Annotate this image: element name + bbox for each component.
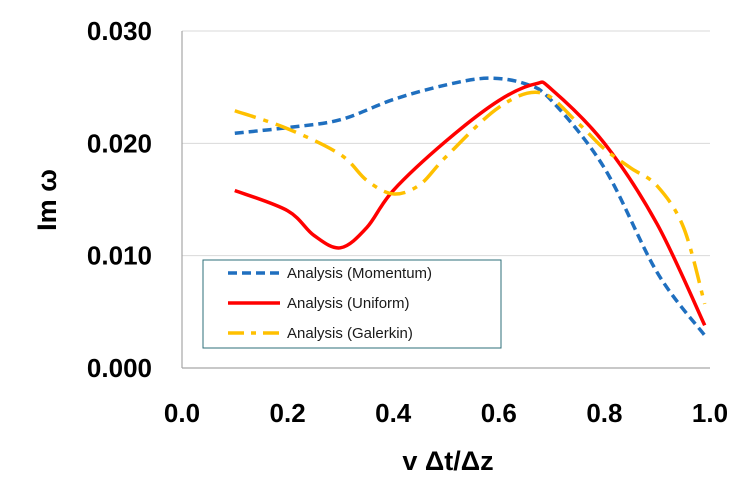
legend-entries: Analysis (Momentum) Analysis (Uniform) Ana… [228,265,432,342]
series-line-analysis-galerkin [234,90,707,305]
y-tick-label: 0.030 [87,16,152,46]
x-tick-label: 0.6 [481,398,517,428]
x-tick-label: 0.2 [270,398,306,428]
series-line-analysis-momentum [234,76,707,337]
series-line-analysis-uniform [234,80,707,327]
legend: Analysis (Momentum) Analysis (Uniform) Ana… [202,259,502,349]
legend-label: Analysis (Uniform) [287,295,410,312]
x-axis-title: v Δt/Δz [402,446,493,476]
x-tick-label: 0.0 [164,398,200,428]
x-tick-label: 0.8 [586,398,622,428]
x-tick-label: 0.4 [375,398,412,428]
tick-layer: 0.000 0.010 0.020 0.030 0.0 0.2 0.4 0.6 0.8 1.0 [87,16,728,428]
legend-label: Analysis (Momentum) [287,265,432,282]
x-tick-label: 1.0 [692,398,728,428]
y-tick-label: 0.010 [87,241,152,271]
y-tick-label: 0.020 [87,128,152,158]
axis-layer [181,31,710,369]
y-tick-label: 0.000 [87,353,152,383]
legend-label: Analysis (Galerkin) [287,325,413,342]
series-layer [234,76,707,337]
y-axis-title: Im ω [32,169,62,231]
